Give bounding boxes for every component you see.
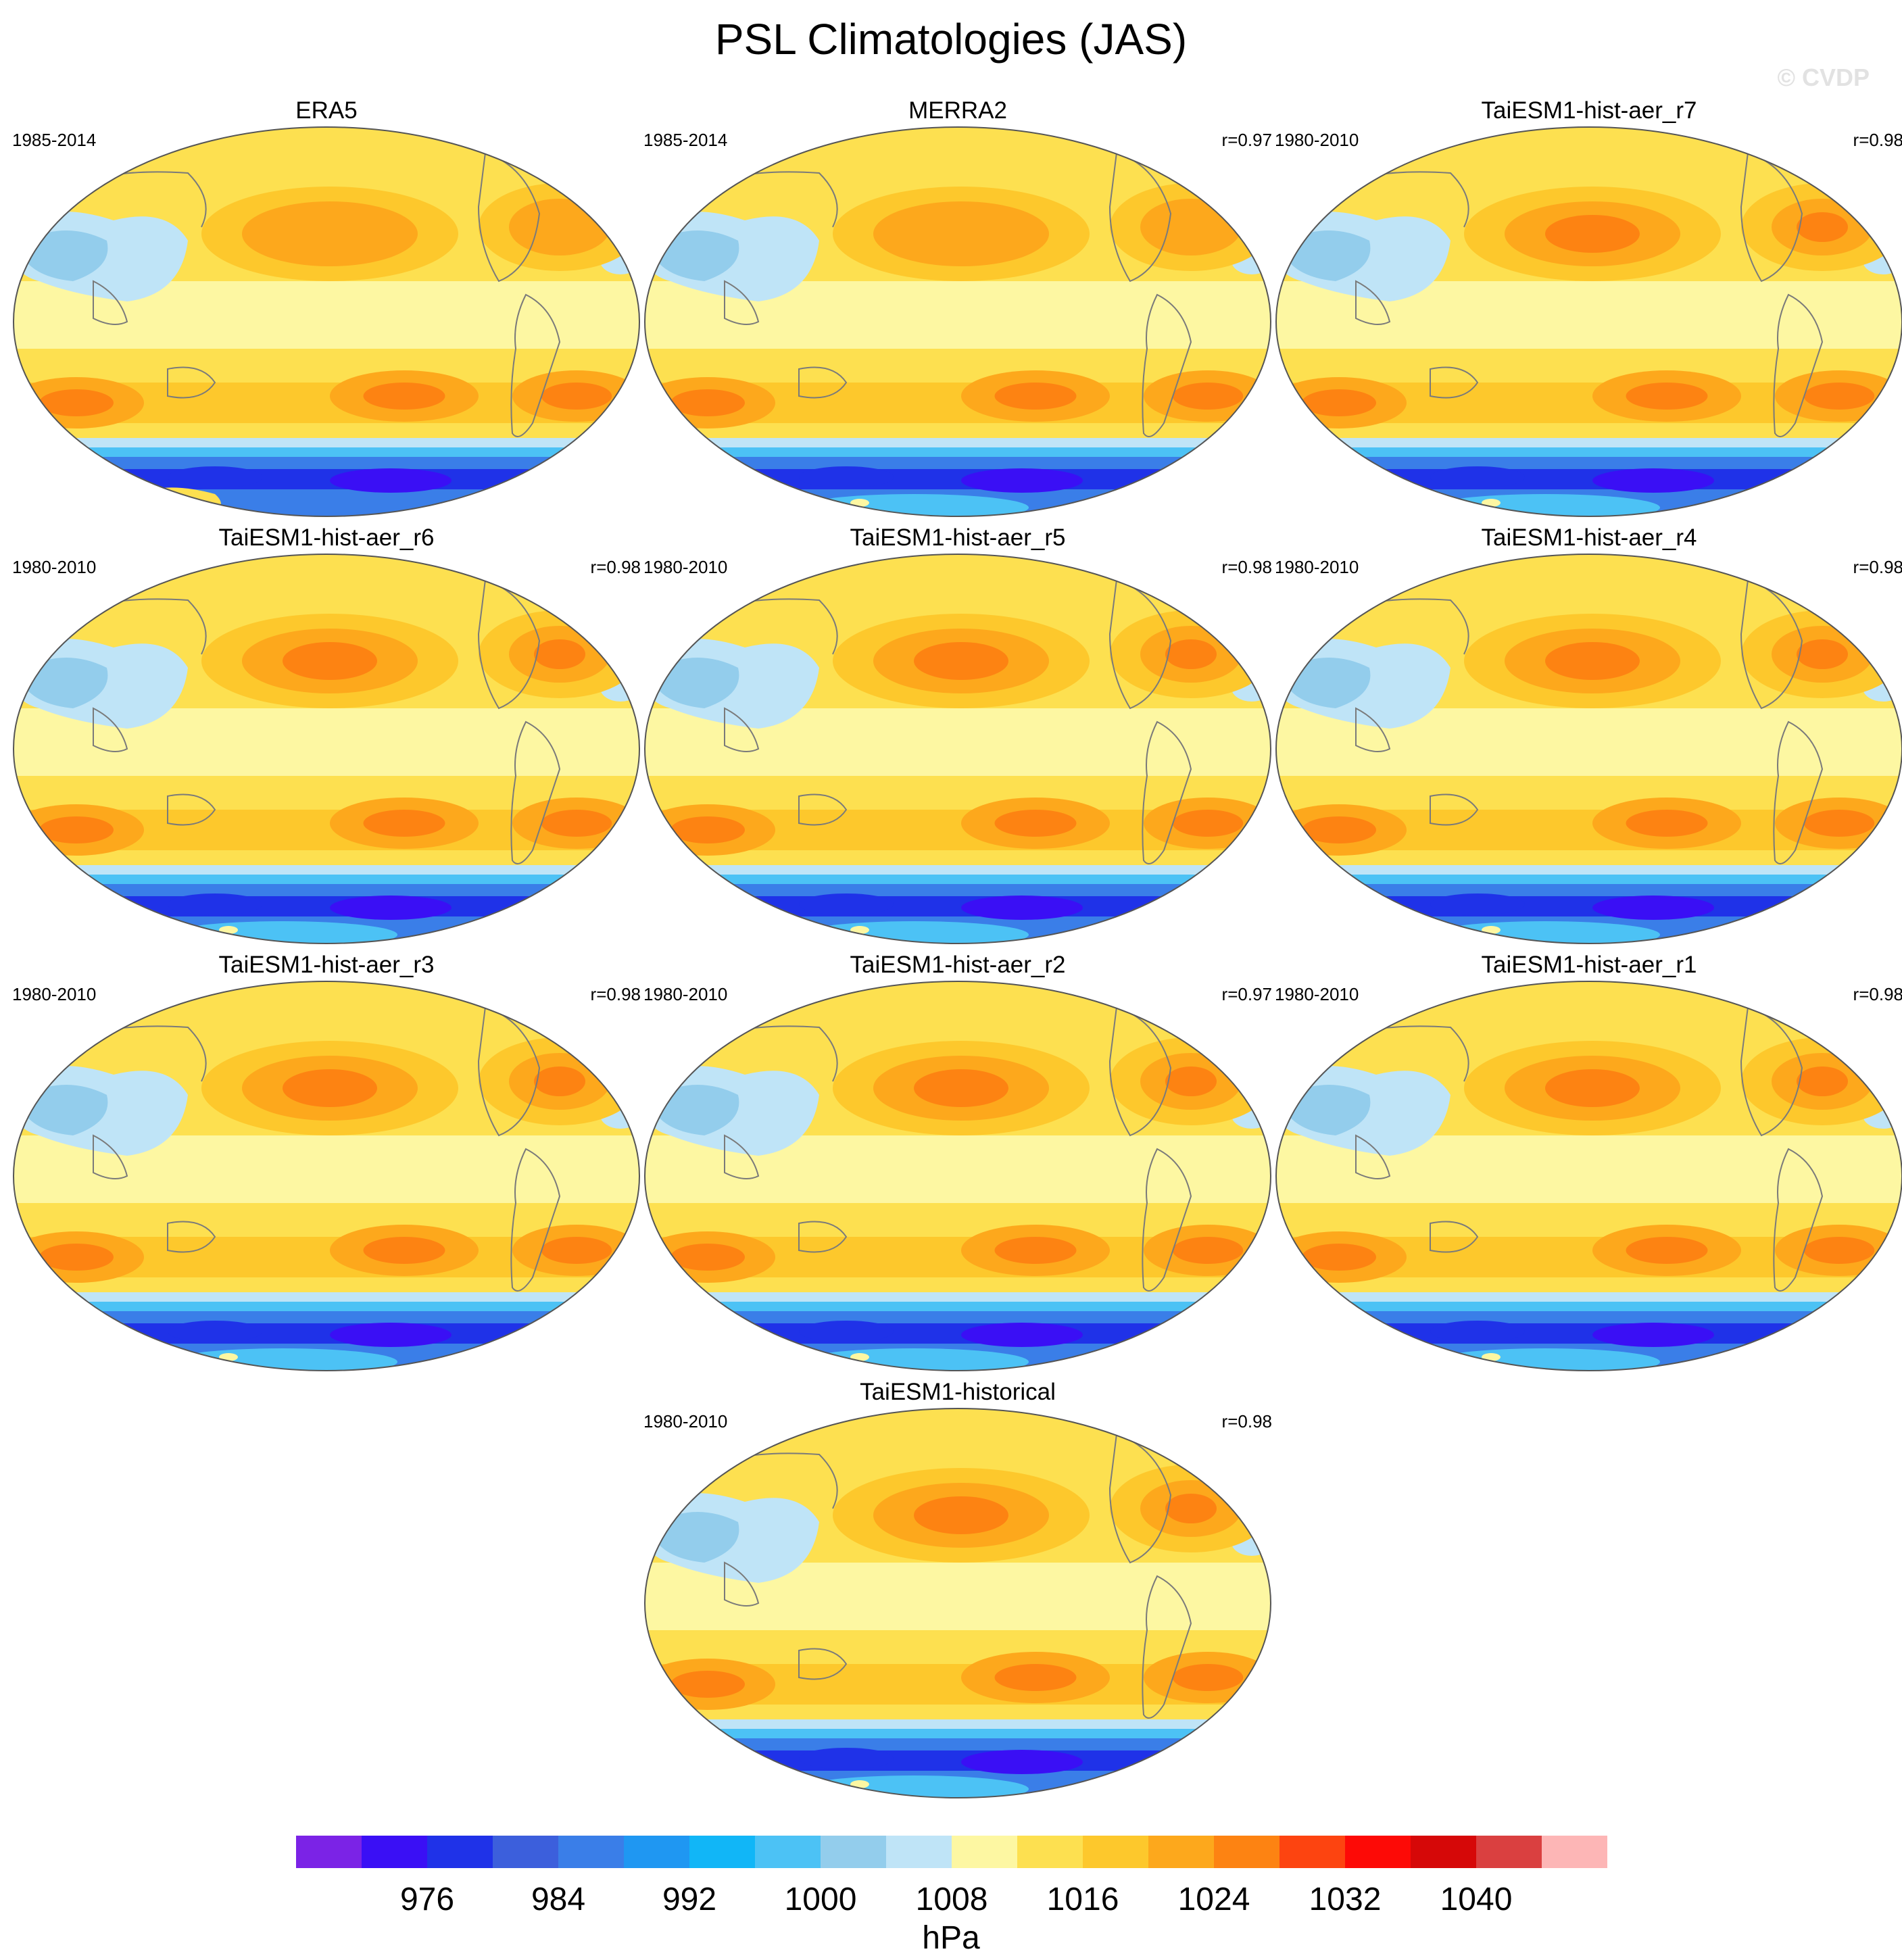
panel-correlation: r=0.98 — [1221, 1411, 1272, 1431]
map-panel: TaiESM1-hist-aer_r2 1980-2010 r=0.97 — [643, 949, 1272, 1375]
psl-map — [644, 554, 1271, 944]
colorbar-swatch — [821, 1836, 886, 1868]
panel-period: 1980-2010 — [643, 557, 728, 577]
colorbar-tick-label: 1032 — [1309, 1882, 1382, 1917]
colorbar-swatch — [427, 1836, 493, 1868]
colorbar-tick-label: 1000 — [784, 1882, 857, 1917]
colorbar-swatch — [1017, 1836, 1083, 1868]
colorbar-swatch — [1148, 1836, 1214, 1868]
panel-period: 1980-2010 — [1275, 557, 1359, 577]
panel-title: TaiESM1-hist-aer_r6 — [218, 524, 435, 551]
panel-period: 1980-2010 — [12, 984, 97, 1004]
colorbar-swatch — [1083, 1836, 1148, 1868]
panel-period: 1980-2010 — [1275, 984, 1359, 1004]
panel-period: 1980-2010 — [12, 557, 97, 577]
colorbar-tick-label: 1016 — [1046, 1882, 1119, 1917]
colorbar-swatch — [1411, 1836, 1476, 1868]
map-panel: TaiESM1-hist-aer_r3 1980-2010 r=0.98 — [12, 949, 641, 1375]
psl-map — [13, 126, 640, 517]
map-panel: TaiESM1-historical 1980-2010 r=0.98 — [643, 1376, 1272, 1802]
map-panel: TaiESM1-hist-aer_r6 1980-2010 r=0.98 — [12, 522, 641, 948]
map-panel: MERRA2 1985-2014 r=0.97 — [643, 95, 1272, 520]
colorbar-tick-label: 1040 — [1440, 1882, 1513, 1917]
colorbar-swatch — [624, 1836, 689, 1868]
panel-title: TaiESM1-hist-aer_r3 — [218, 952, 435, 978]
panel-title: TaiESM1-hist-aer_r4 — [1481, 524, 1697, 551]
colorbar-tick-label: 992 — [662, 1882, 717, 1917]
colorbar-swatch — [493, 1836, 558, 1868]
panel-period: 1985-2014 — [12, 130, 97, 150]
colorbar-swatch — [755, 1836, 821, 1868]
panel-title: ERA5 — [295, 97, 358, 124]
panel-period: 1985-2014 — [643, 130, 728, 150]
colorbar-tick-label: 1024 — [1177, 1882, 1250, 1917]
panel-correlation: r=0.98 — [1853, 984, 1902, 1004]
psl-map — [644, 981, 1271, 1371]
panel-period: 1980-2010 — [643, 984, 728, 1004]
panel-correlation: r=0.98 — [590, 557, 641, 577]
panel-correlation: r=0.98 — [1853, 130, 1902, 150]
cvdp-watermark: © CVDP — [1777, 64, 1870, 91]
panel-correlation: r=0.98 — [1853, 557, 1902, 577]
panel-correlation: r=0.98 — [1221, 557, 1272, 577]
colorbar-swatch — [1214, 1836, 1279, 1868]
colorbar-swatch — [1345, 1836, 1411, 1868]
colorbar-tick-label: 976 — [399, 1882, 455, 1917]
panel-period: 1980-2010 — [1275, 130, 1359, 150]
psl-map — [644, 126, 1271, 517]
colorbar-swatch — [1476, 1836, 1542, 1868]
psl-map — [1275, 981, 1902, 1371]
map-panel: TaiESM1-hist-aer_r4 1980-2010 r=0.98 — [1275, 522, 1902, 948]
panel-title: TaiESM1-historical — [860, 1379, 1056, 1405]
panel-correlation: r=0.97 — [1221, 984, 1272, 1004]
psl-map — [13, 981, 640, 1371]
map-panel: TaiESM1-hist-aer_r5 1980-2010 r=0.98 — [643, 522, 1272, 948]
colorbar-tick-label: 984 — [531, 1882, 586, 1917]
psl-map — [644, 1408, 1271, 1798]
figure-title: PSL Climatologies (JAS) — [714, 15, 1188, 64]
panel-title: MERRA2 — [908, 97, 1007, 124]
map-panel: TaiESM1-hist-aer_r7 1980-2010 r=0.98 — [1275, 95, 1902, 520]
panel-correlation: r=0.97 — [1221, 130, 1272, 150]
colorbar-swatch — [886, 1836, 952, 1868]
colorbar-swatch — [558, 1836, 624, 1868]
map-panel: TaiESM1-hist-aer_r1 1980-2010 r=0.98 — [1275, 949, 1902, 1375]
colorbar-tick-label: 1008 — [915, 1882, 988, 1917]
psl-map — [1275, 126, 1902, 517]
panel-title: TaiESM1-hist-aer_r2 — [850, 952, 1066, 978]
colorbar-swatch — [689, 1836, 755, 1868]
psl-map — [1275, 554, 1902, 944]
colorbar-swatch — [1279, 1836, 1345, 1868]
colorbar-units: hPa — [922, 1920, 980, 1956]
colorbar-swatch — [362, 1836, 427, 1868]
map-panel: ERA5 1985-2014 — [12, 95, 641, 520]
colorbar-swatch — [296, 1836, 362, 1868]
colorbar-swatch — [1542, 1836, 1607, 1868]
panel-title: TaiESM1-hist-aer_r5 — [850, 524, 1066, 551]
panel-title: TaiESM1-hist-aer_r1 — [1481, 952, 1697, 978]
colorbar-swatch — [952, 1836, 1017, 1868]
panel-correlation: r=0.98 — [590, 984, 641, 1004]
psl-map — [13, 554, 640, 944]
panel-title: TaiESM1-hist-aer_r7 — [1481, 97, 1697, 124]
panel-period: 1980-2010 — [643, 1411, 728, 1431]
